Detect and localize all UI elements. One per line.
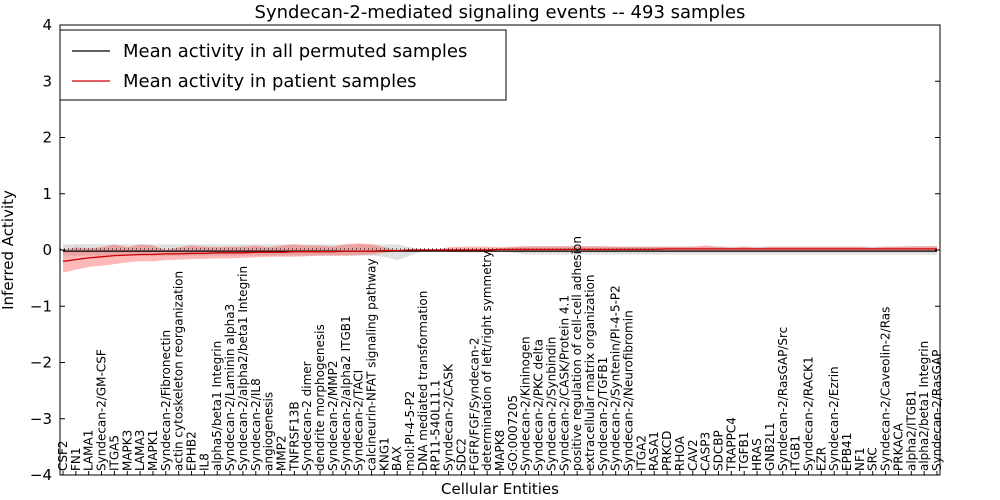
category-label: PRKCD	[660, 431, 674, 471]
category-label: RHOA	[673, 435, 687, 471]
category-label: Syndecan-2/Neurofibromin	[622, 310, 636, 471]
chart-title: Syndecan-2-mediated signaling events -- …	[255, 2, 746, 23]
category-label: extracellular matrix organization	[583, 275, 597, 472]
category-label: SDC2	[454, 438, 468, 471]
category-label: Syndecan-2/RasGAP	[930, 350, 944, 471]
category-label: LAMA1	[82, 430, 96, 471]
category-label: Syndecan-2/CASK/Protein 4.1	[557, 295, 571, 471]
category-label: MAPK1	[146, 430, 160, 471]
y-tick-label: −3	[30, 410, 52, 428]
category-label: Syndecan-2/CASK	[442, 363, 456, 471]
category-label: Syndecan-2/MMP2	[326, 361, 340, 471]
y-tick-label: −2	[30, 354, 52, 372]
y-tick-label: −4	[30, 466, 52, 484]
legend: Mean activity in all permuted samples Me…	[59, 29, 507, 101]
category-label: RASA1	[647, 431, 661, 471]
category-label: FGFR/FGF/Syndecan-2	[467, 338, 481, 471]
category-label: Syndecan-2/RACK1	[802, 356, 816, 471]
category-label: GNB2L1	[763, 423, 777, 471]
category-label: positive regulation of cell-cell adhesio…	[570, 236, 584, 471]
category-label: Syndecan-2/RasGAP/Src	[776, 327, 790, 471]
category-label: HRAS	[750, 438, 764, 471]
category-label: Syndecan-2/TACI	[352, 370, 366, 471]
category-label: MAPK8	[493, 430, 507, 471]
category-label: Syndecan-2 dimer	[300, 361, 314, 471]
legend-box	[59, 29, 507, 101]
confidence-bands	[63, 243, 937, 273]
category-label: Syndecan-2/alpha2 ITGB1	[339, 315, 353, 471]
y-axis-ticks: −4 −3 −2 −1 0 1 2 3 4	[30, 16, 940, 484]
category-label: CAV2	[686, 439, 700, 471]
category-label: PRKACA	[891, 422, 905, 471]
category-label: CSF2	[56, 440, 70, 471]
category-label: LAMA3	[133, 430, 147, 471]
y-axis-label: Inferred Activity	[0, 190, 17, 310]
category-label: TGFB1	[737, 432, 751, 472]
x-axis-label: Cellular Entities	[441, 480, 559, 498]
category-label: TNFRSF13B	[287, 401, 301, 472]
category-label: GO:0007205	[506, 395, 520, 471]
y-tick-label: 2	[42, 129, 52, 147]
category-label: alpha2/ITGB1	[904, 390, 918, 471]
category-label: actin cytoskeleton reorganization	[172, 271, 186, 471]
category-label: ITGA2	[634, 435, 648, 471]
category-label: Syndecan-2/PKC delta	[532, 339, 546, 471]
category-labels: CSF2FN1LAMA1Syndecan-2/GM-CSFITGA5MAPK3L…	[56, 236, 944, 475]
patient-mean-line	[62, 248, 937, 262]
category-label: ITGB1	[789, 435, 803, 471]
category-label: calcineurin-NFAT signaling pathway	[365, 258, 379, 471]
series-lines	[62, 248, 937, 262]
category-label: NF1	[853, 447, 867, 471]
category-label: CASP3	[699, 432, 713, 471]
legend-label-patient: Mean activity in patient samples	[123, 71, 417, 92]
category-label: dendrite morphogenesis	[313, 324, 327, 471]
legend-label-permuted: Mean activity in all permuted samples	[123, 41, 467, 62]
category-label: TRAPPC4	[724, 417, 738, 472]
patient-band	[63, 243, 937, 273]
category-label: KNG1	[377, 437, 391, 471]
category-label: ITGA5	[107, 435, 121, 471]
y-tick-label: −1	[30, 297, 52, 315]
y-tick-label: 4	[42, 16, 52, 34]
category-label: Syndecan-2/GM-CSF	[95, 349, 109, 471]
y-tick-label: 0	[42, 241, 52, 259]
category-label: alpha2/beta1 Integrin	[917, 341, 931, 471]
category-label: DNA mediated transformation	[416, 291, 430, 471]
category-label: MAPK3	[120, 430, 134, 471]
category-label: FN1	[69, 447, 83, 471]
category-label: Syndecan-2/IL8	[249, 378, 263, 471]
plot-frame	[59, 24, 941, 476]
category-label: SRC	[866, 447, 880, 471]
category-label: EPB41	[840, 433, 854, 471]
category-label: Syndecan-2/Synbindin	[544, 337, 558, 471]
category-label: EPHB2	[185, 431, 199, 471]
category-label: Syndecan-2/Fibronectin	[159, 330, 173, 471]
category-label: angiogenesis	[262, 392, 276, 471]
category-label: IL8	[197, 453, 211, 471]
category-label: Syndecan-2/alpha2/beta1 Integrin	[236, 266, 250, 471]
category-label: Syndecan-2/Laminin alpha3	[223, 304, 237, 471]
category-label: BAX	[390, 446, 404, 471]
category-label: mol:PI-4-5-P2	[403, 391, 417, 471]
category-label: EZR	[814, 447, 828, 471]
y-tick-label: 3	[42, 72, 52, 90]
category-label: Syndecan-2/Ezrin	[827, 366, 841, 471]
category-label: Syndecan-2/Kininogen	[519, 336, 533, 471]
category-label: Syndecan-2/TGFB1	[596, 357, 610, 471]
category-label: alpha5/beta1 Integrin	[210, 341, 224, 471]
category-label: Syndecan-2/Caveolin-2/Ras	[879, 307, 893, 471]
y-tick-label: 1	[42, 185, 52, 203]
category-label: MMP2	[275, 435, 289, 471]
category-label: determination of left/right symmetry	[480, 251, 494, 471]
category-label: RP11-540L11.1	[429, 380, 443, 471]
category-label: Syndecan-2/Syntenin/PI-4-5-P2	[609, 285, 623, 471]
category-label: SDCBP	[712, 430, 726, 471]
